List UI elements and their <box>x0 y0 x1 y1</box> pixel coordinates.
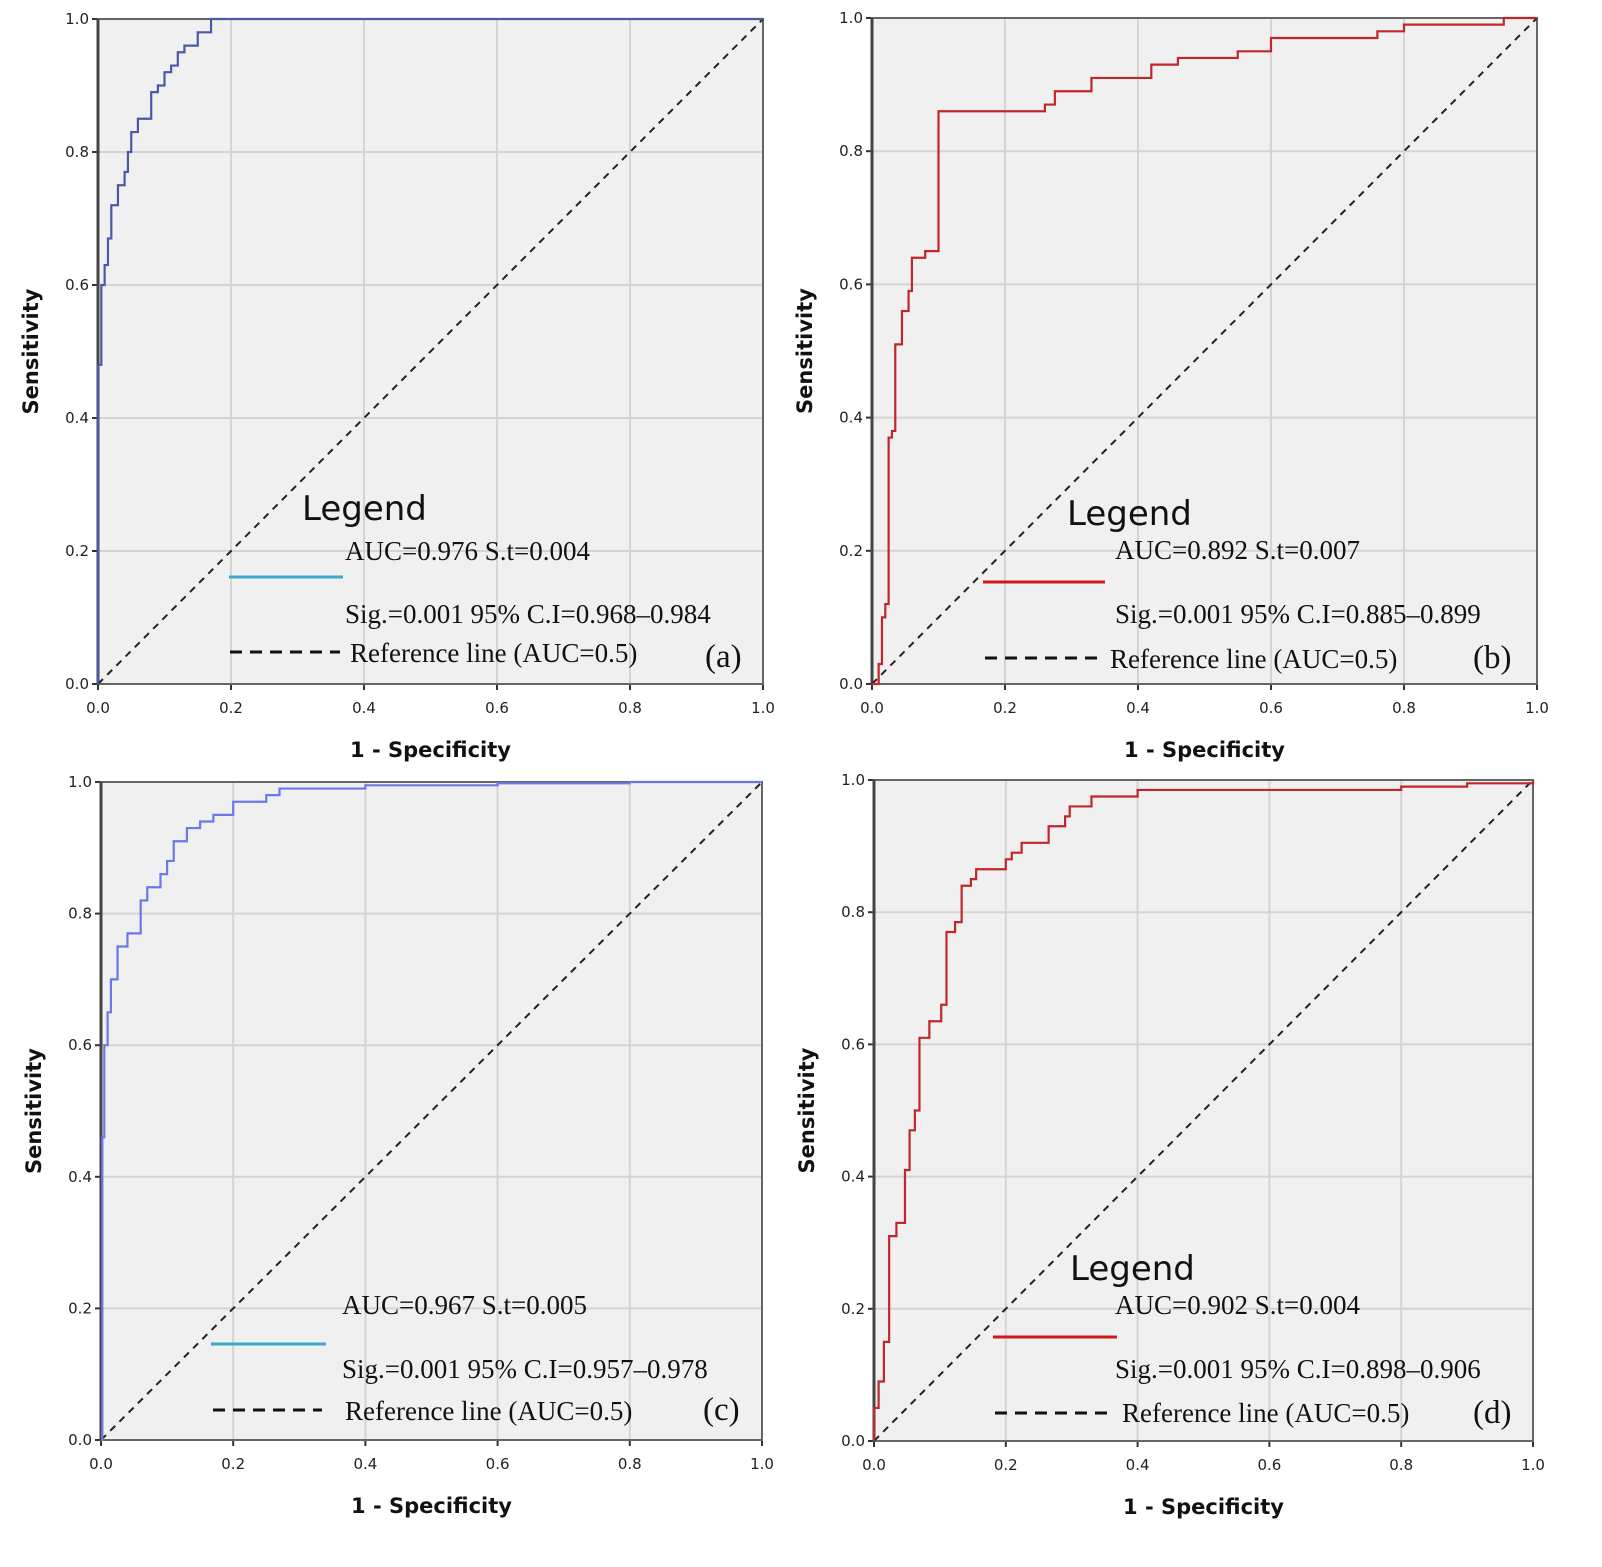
x-tick-label: 1.0 <box>751 699 775 717</box>
legend-sig-text: Sig.=0.001 95% C.I=0.885–0.899 <box>1115 599 1481 629</box>
y-axis-label: Sensitivity <box>795 1047 819 1173</box>
y-tick-label: 1.0 <box>65 10 89 28</box>
legend-sig-text: Sig.=0.001 95% C.I=0.968–0.984 <box>345 599 711 629</box>
roc-panel-d: 0.0 0.2 0.4 0.6 0.8 1.0 0.0 0.2 0.4 0.6 0.8 1.0 1 - … <box>795 771 1545 1519</box>
y-axis-label: Sensitivity <box>22 1048 46 1174</box>
panel-label: (a) <box>705 639 742 675</box>
y-tick-label: 1.0 <box>839 9 863 27</box>
y-tick-label: 0.8 <box>839 142 863 160</box>
legend-sig-text: Sig.=0.001 95% C.I=0.957–0.978 <box>342 1354 708 1384</box>
y-tick-label: 0.2 <box>841 1300 865 1318</box>
roc-curve <box>101 780 762 1442</box>
legend-reference-text: Reference line (AUC=0.5) <box>1122 1398 1409 1428</box>
y-tick-label: 0.0 <box>68 1431 92 1449</box>
x-tick-label: 0.4 <box>1126 1456 1150 1474</box>
y-axis-label: Sensitivity <box>793 288 817 414</box>
x-tick-label: 0.6 <box>485 699 509 717</box>
y-tick-label: 0.8 <box>68 905 92 923</box>
x-axis-label: 1 - Specificity <box>1124 738 1285 762</box>
x-tick-label: 0.2 <box>994 1456 1018 1474</box>
x-tick-label: 0.8 <box>1389 1456 1413 1474</box>
legend-auc-text: AUC=0.892 S.t=0.007 <box>1115 535 1360 565</box>
x-tick-label: 0.0 <box>860 699 884 717</box>
y-tick-label: 0.2 <box>839 542 863 560</box>
x-tick-label: 0.6 <box>1259 699 1283 717</box>
y-tick-label: 0.4 <box>841 1168 865 1186</box>
x-axis-label: 1 - Specificity <box>351 1494 512 1518</box>
x-tick-label: 0.2 <box>221 1455 245 1473</box>
legend-title: Legend <box>1067 494 1192 534</box>
y-tick-label: 0.6 <box>839 275 863 293</box>
legend-title: Legend <box>302 489 427 529</box>
x-tick-label: 0.8 <box>618 699 642 717</box>
x-axis-label: 1 - Specificity <box>350 738 511 762</box>
reference-line <box>97 18 764 685</box>
legend-reference-text: Reference line (AUC=0.5) <box>345 1396 632 1426</box>
x-axis-label: 1 - Specificity <box>1123 1495 1284 1519</box>
x-tick-label: 0.0 <box>862 1456 886 1474</box>
legend-title: Legend <box>1070 1249 1195 1289</box>
y-tick-label: 0.0 <box>839 675 863 693</box>
x-tick-label: 0.2 <box>993 699 1017 717</box>
x-tick-label: 0.4 <box>1126 699 1150 717</box>
x-tick-label: 0.4 <box>352 699 376 717</box>
legend-auc-text: AUC=0.976 S.t=0.004 <box>345 536 590 566</box>
reference-line <box>871 17 1538 685</box>
y-tick-label: 0.8 <box>65 143 89 161</box>
x-tick-label: 0.4 <box>353 1455 377 1473</box>
x-tick-label: 0.6 <box>1257 1456 1281 1474</box>
y-tick-label: 0.4 <box>839 409 863 427</box>
x-tick-label: 0.0 <box>89 1455 113 1473</box>
y-tick-label: 0.6 <box>65 276 89 294</box>
plot-area <box>874 780 1533 1441</box>
roc-panel-c: 0.0 0.2 0.4 0.6 0.8 1.0 0.0 0.2 0.4 0.6 0.8 1.0 1 - … <box>22 773 774 1518</box>
legend-auc-text: AUC=0.967 S.t=0.005 <box>342 1290 587 1320</box>
y-tick-label: 1.0 <box>841 771 865 789</box>
x-tick-label: 1.0 <box>1521 1456 1545 1474</box>
x-tick-label: 0.6 <box>486 1455 510 1473</box>
legend-reference-text: Reference line (AUC=0.5) <box>350 638 637 668</box>
y-tick-label: 0.8 <box>841 903 865 921</box>
roc-curve <box>872 16 1537 686</box>
roc-panel-b: 0.0 0.2 0.4 0.6 0.8 1.0 0.0 0.2 0.4 0.6 0.8 1.0 1 - … <box>793 9 1549 762</box>
y-tick-label: 0.4 <box>68 1168 92 1186</box>
legend-auc-text: AUC=0.902 S.t=0.004 <box>1115 1290 1360 1320</box>
panel-label: (b) <box>1473 640 1511 676</box>
y-tick-label: 0.6 <box>841 1035 865 1053</box>
x-tick-label: 0.2 <box>219 699 243 717</box>
y-tick-label: 0.0 <box>841 1432 865 1450</box>
panel-label: (c) <box>703 1392 740 1428</box>
x-tick-label: 1.0 <box>1525 699 1549 717</box>
y-tick-label: 0.0 <box>65 675 89 693</box>
x-tick-label: 0.8 <box>618 1455 642 1473</box>
panel-label: (d) <box>1473 1395 1511 1431</box>
x-tick-label: 1.0 <box>750 1455 774 1473</box>
y-tick-label: 1.0 <box>68 773 92 791</box>
legend-sig-text: Sig.=0.001 95% C.I=0.898–0.906 <box>1115 1354 1481 1384</box>
legend-reference-text: Reference line (AUC=0.5) <box>1110 644 1397 674</box>
y-axis-label: Sensitivity <box>19 288 43 414</box>
roc-panel-a: 0.0 0.2 0.4 0.6 0.8 1.0 0.0 0.2 0.4 0.6 0.8 1.0 1 - … <box>19 10 775 762</box>
roc-curve <box>96 17 763 684</box>
plot-area <box>101 782 762 1440</box>
x-tick-label: 0.0 <box>86 699 110 717</box>
y-tick-label: 0.2 <box>65 542 89 560</box>
y-tick-label: 0.4 <box>65 409 89 427</box>
x-tick-label: 0.8 <box>1392 699 1416 717</box>
y-tick-label: 0.2 <box>68 1299 92 1317</box>
y-tick-label: 0.6 <box>68 1036 92 1054</box>
roc-curve <box>872 780 1535 1441</box>
